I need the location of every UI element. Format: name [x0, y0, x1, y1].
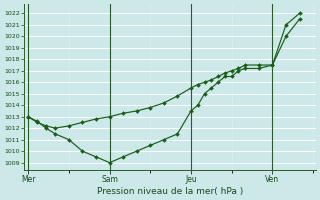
X-axis label: Pression niveau de la mer( hPa ): Pression niveau de la mer( hPa ): [97, 187, 243, 196]
